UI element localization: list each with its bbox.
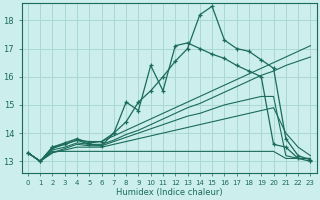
X-axis label: Humidex (Indice chaleur): Humidex (Indice chaleur) bbox=[116, 188, 222, 197]
